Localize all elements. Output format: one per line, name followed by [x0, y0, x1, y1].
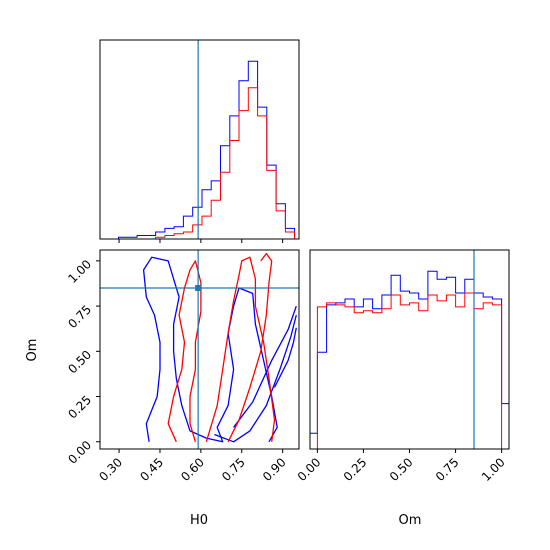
om-frame — [309, 249, 510, 450]
contour-series-2-level-3 — [227, 252, 273, 443]
om-y-tick-label: 0.25 — [65, 393, 94, 422]
contour-series-2-level-1 — [167, 260, 202, 443]
contour-series-2-level-2 — [205, 256, 276, 442]
h0-frame — [99, 39, 300, 240]
contour-frame — [99, 249, 300, 450]
om-x-tick-label: 0.50 — [387, 455, 416, 484]
om-y-tick-label: 0.50 — [65, 348, 94, 377]
h0-histogram-series-1 — [100, 60, 296, 240]
om-y-tick-label: 0.75 — [65, 302, 94, 331]
om-y-tick-label: 1.00 — [65, 257, 94, 286]
contour-series-1-level-4 — [273, 327, 297, 388]
contour-series-1-level-1 — [142, 256, 278, 443]
h0-om-contour-panel: 0.30 0.45 0.60 0.75 0.90 0.00 0.25 0.50 0.75 1.00 — [65, 249, 300, 484]
h0-x-tick-label: 0.90 — [260, 455, 289, 484]
contour-layer — [142, 252, 297, 443]
om-histogram-series-1 — [309, 270, 510, 449]
h0-histogram-panel — [99, 39, 300, 243]
om-histogram-series-2 — [310, 292, 509, 450]
x-axis-label-h0: H0 — [190, 513, 208, 528]
om-histogram-panel: 0.00 0.25 0.50 0.75 1.00 — [295, 249, 510, 484]
x-axis-label-om: Om — [399, 513, 422, 528]
om-x-tick-label: 0.00 — [295, 455, 324, 484]
h0-x-tick-label: 0.45 — [137, 455, 166, 484]
y-axis-label-om: Om — [25, 339, 40, 362]
h0-x-tick-label: 0.60 — [178, 455, 207, 484]
contour-series-1-level-2 — [214, 314, 297, 443]
contour-series-1-level-3 — [233, 305, 297, 428]
om-x-tick-label: 0.25 — [341, 455, 370, 484]
h0-histogram-series-2 — [100, 87, 296, 240]
h0-x-tick-label: 0.75 — [219, 455, 248, 484]
om-x-tick-label: 1.00 — [479, 455, 508, 484]
om-x-tick-label: 0.75 — [433, 455, 462, 484]
h0-x-tick-label: 0.30 — [96, 455, 125, 484]
truth-point-marker — [195, 284, 202, 291]
om-y-tick-label: 0.00 — [65, 438, 94, 467]
